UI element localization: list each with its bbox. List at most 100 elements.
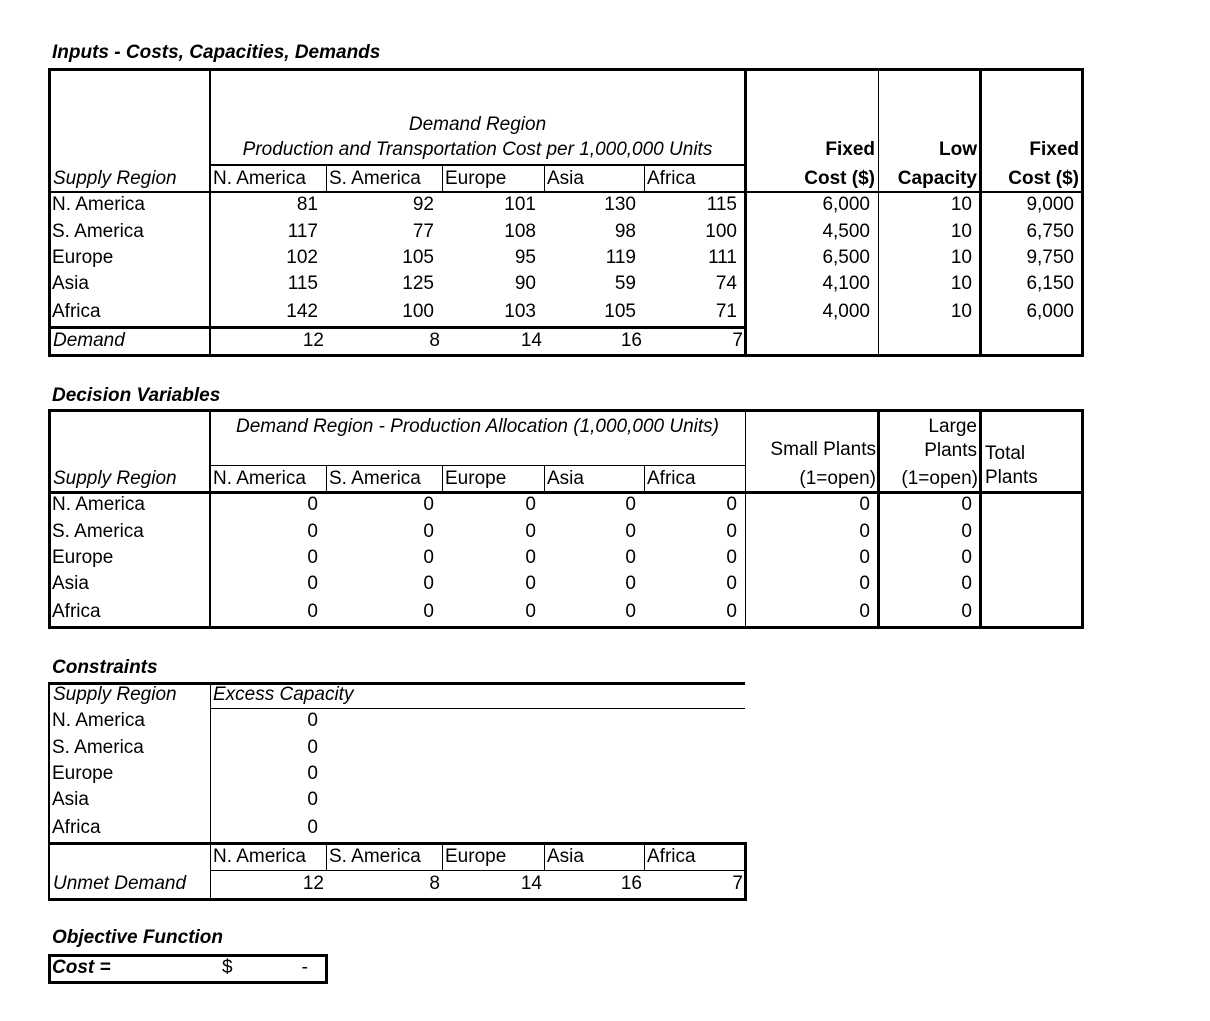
column-header: Africa — [647, 846, 696, 867]
column-header: Asia — [547, 168, 584, 189]
border — [48, 191, 1084, 193]
cell: 8 — [429, 873, 440, 894]
cell: 0 — [961, 494, 972, 515]
cell: 100 — [705, 221, 737, 242]
border — [441, 843, 443, 870]
border — [48, 353, 1084, 357]
cell: 115 — [706, 194, 737, 215]
cell: 10 — [950, 221, 972, 242]
cell: 0 — [859, 573, 870, 594]
border — [210, 464, 745, 466]
cell: 8 — [429, 330, 440, 351]
cell: 105 — [402, 247, 434, 268]
column-header: N. America — [213, 168, 306, 189]
border — [47, 955, 51, 983]
column-header: (1=open) — [799, 468, 876, 489]
row-label: N. America — [52, 194, 145, 215]
border — [48, 681, 745, 685]
cost-currency: $ — [222, 957, 233, 978]
column-header: Total Plants — [985, 443, 1038, 488]
cell: 0 — [423, 521, 434, 542]
border — [441, 165, 443, 192]
cell: 12 — [302, 330, 324, 351]
cell: 102 — [286, 247, 318, 268]
cell: 0 — [961, 521, 972, 542]
border — [48, 625, 1084, 629]
cell: 0 — [307, 763, 318, 784]
cell: 130 — [604, 194, 636, 215]
border — [978, 410, 982, 628]
section-title: Decision Variables — [52, 385, 221, 406]
cell: 0 — [625, 521, 636, 542]
cell: 0 — [525, 521, 536, 542]
border — [325, 165, 327, 192]
column-header: Asia — [547, 468, 584, 489]
border — [877, 69, 879, 356]
row-label: N. America — [52, 710, 145, 731]
border — [48, 408, 1084, 412]
border — [48, 325, 745, 329]
section-title: Objective Function — [52, 927, 224, 948]
row-label: N. America — [52, 494, 145, 515]
cell: 12 — [302, 873, 324, 894]
cell: 4,500 — [822, 221, 870, 242]
border — [209, 69, 211, 356]
border — [543, 843, 545, 870]
cell: 0 — [625, 601, 636, 622]
border — [47, 69, 51, 356]
cell: 0 — [307, 710, 318, 731]
column-header: (1=open) — [901, 468, 978, 489]
cell: 6,000 — [1026, 301, 1074, 322]
cell: 0 — [961, 573, 972, 594]
cell: 0 — [307, 601, 318, 622]
header: Excess Capacity — [213, 684, 354, 705]
cell: 81 — [296, 194, 318, 215]
row-label: Europe — [52, 763, 114, 784]
cell: 0 — [859, 494, 870, 515]
column-header: Low — [939, 139, 977, 160]
cell: 103 — [504, 301, 536, 322]
cell: 125 — [402, 273, 434, 294]
cell: 0 — [859, 601, 870, 622]
border — [210, 869, 745, 871]
column-header: S. America — [329, 846, 421, 867]
border — [48, 897, 747, 901]
column-header: Small Plants — [770, 439, 876, 460]
cell: 6,000 — [822, 194, 870, 215]
cell: 108 — [504, 221, 536, 242]
cell: 0 — [726, 573, 737, 594]
cell: 0 — [525, 601, 536, 622]
cell: 0 — [307, 817, 318, 838]
column-header: Capacity — [897, 168, 977, 189]
border — [643, 843, 645, 870]
cell: 0 — [423, 601, 434, 622]
cell: 77 — [412, 221, 434, 242]
cell: 0 — [525, 573, 536, 594]
cell: 100 — [402, 301, 434, 322]
cell: 0 — [625, 573, 636, 594]
column-header: Africa — [647, 168, 696, 189]
column-header: Europe — [445, 846, 507, 867]
column-header: Fixed — [1029, 139, 1079, 160]
border — [210, 707, 745, 709]
column-header: Asia — [547, 846, 584, 867]
cell: 0 — [307, 737, 318, 758]
cell: 10 — [950, 301, 972, 322]
row-label: Africa — [52, 817, 101, 838]
row-label: Europe — [52, 247, 114, 268]
cell: 6,500 — [822, 247, 870, 268]
cell: 0 — [961, 601, 972, 622]
cell: 0 — [423, 547, 434, 568]
column-header: S. America — [329, 468, 421, 489]
cell: 10 — [950, 273, 972, 294]
cell: 16 — [620, 330, 642, 351]
cell: 0 — [726, 547, 737, 568]
row-label: Asia — [52, 273, 89, 294]
border — [1080, 410, 1084, 628]
cell: 0 — [307, 547, 318, 568]
cell: 7 — [732, 873, 743, 894]
cell: 0 — [859, 547, 870, 568]
column-header: Europe — [445, 468, 507, 489]
column-header: Europe — [445, 168, 507, 189]
